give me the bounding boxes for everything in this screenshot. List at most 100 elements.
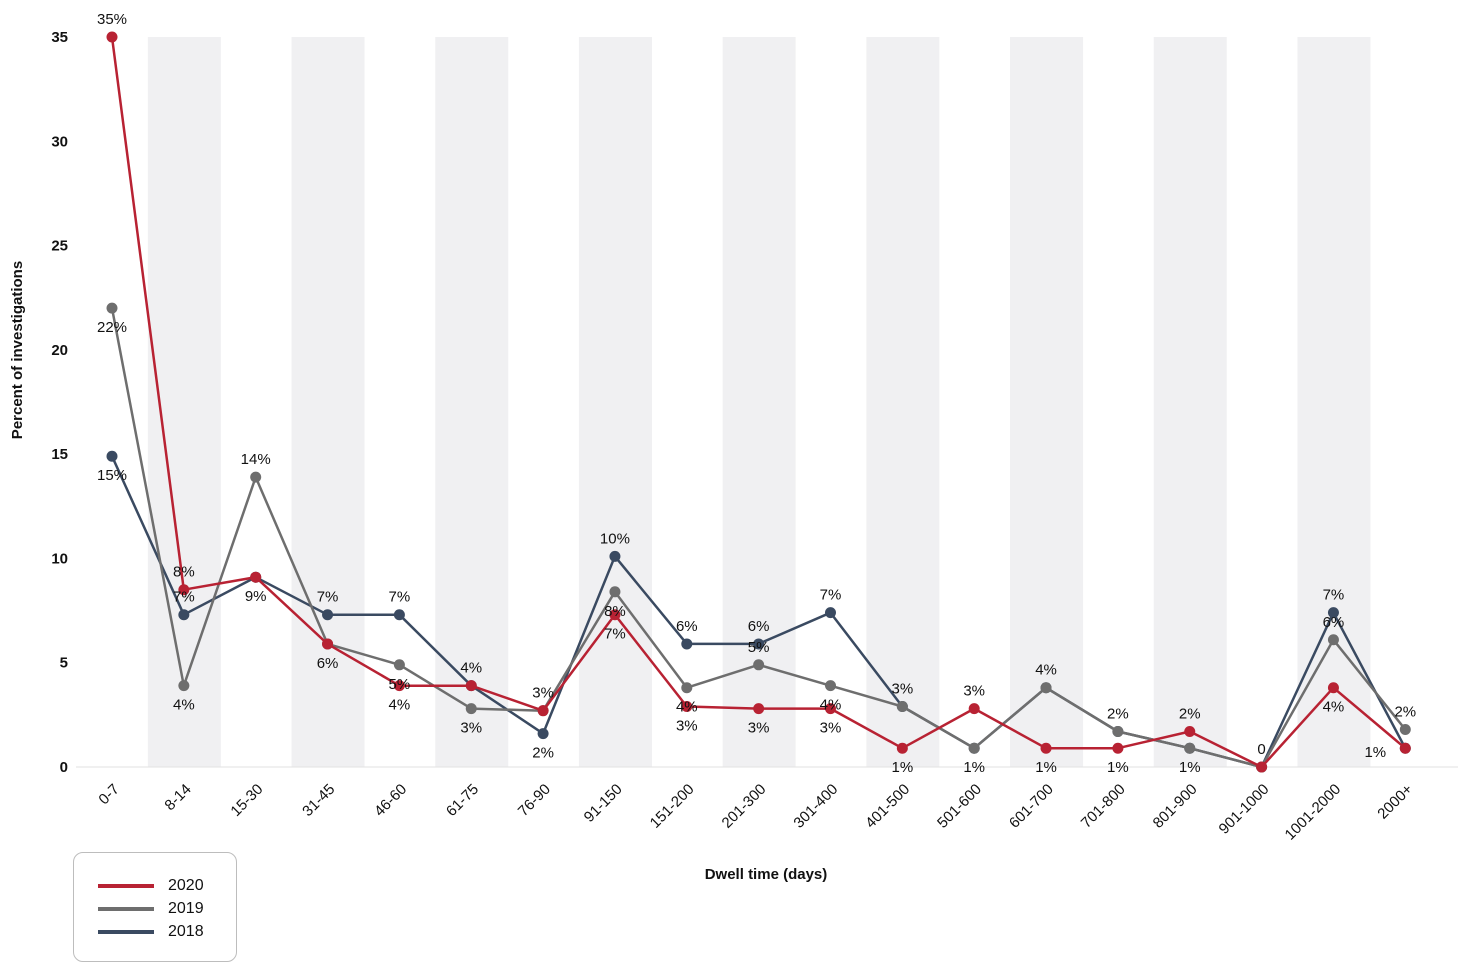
data-label-2020: 3% [963, 683, 985, 700]
y-tick-label: 15 [51, 446, 68, 463]
x-tick-label: 46-60 [371, 781, 410, 820]
data-label-2018: 7% [820, 587, 842, 604]
legend-swatch-2020 [98, 884, 154, 888]
data-label-2019: 1% [963, 759, 985, 776]
data-label-2018: 7% [389, 589, 411, 606]
data-point-2019 [250, 471, 262, 483]
y-tick-label: 0 [60, 759, 68, 776]
x-tick-label: 401-500 [862, 781, 913, 832]
data-label-2018: 6% [748, 618, 770, 635]
data-label-2020: 0 [1257, 741, 1265, 758]
data-point-2020 [1327, 682, 1339, 694]
data-label-2019: 2% [1107, 706, 1129, 723]
data-label-2018: 7% [1323, 587, 1345, 604]
x-tick-label: 31-45 [299, 781, 338, 820]
data-labels: 35% 22% 15% 8% 4% 7% 9% 14% 6% 7% 4% 5% 7% 4% 3% 3% 2% 7%… [97, 11, 1416, 776]
data-point-2020 [753, 703, 765, 715]
data-point-2020 [1184, 726, 1196, 738]
legend-label-2019: 2019 [168, 900, 204, 917]
x-axis: 0-7 8-14 15-30 31-45 46-60 61-75 76-90 91-150 15… [95, 781, 1416, 844]
data-point-2020 [1112, 742, 1124, 754]
background-band [722, 37, 796, 767]
data-point-2019 [1040, 682, 1052, 694]
background-band [1153, 37, 1227, 767]
data-point-2020 [825, 703, 836, 715]
data-point-2019 [896, 701, 908, 713]
data-point-2018 [1327, 607, 1339, 619]
data-label-2019: 2% [1394, 703, 1416, 720]
legend-swatch-2018 [98, 930, 154, 934]
data-label-2019: 4% [676, 699, 698, 716]
legend-item-2020: 2020 [98, 875, 204, 897]
legend-label-2018: 2018 [168, 923, 204, 940]
data-label-2020: 6% [317, 655, 339, 672]
data-label-2020: 4% [389, 697, 411, 714]
data-point-2020 [465, 680, 477, 692]
data-point-2020 [1040, 742, 1052, 754]
x-tick-label: 801-900 [1150, 781, 1201, 832]
data-label-2020: 8% [173, 564, 195, 581]
y-tick-label: 30 [51, 133, 68, 150]
x-tick-label: 0-7 [95, 781, 122, 808]
data-point-2020 [896, 742, 908, 754]
legend-swatch-2019 [98, 907, 154, 911]
x-tick-label: 601-700 [1006, 781, 1057, 832]
data-label-2020: 3% [748, 720, 770, 737]
y-tick-label: 20 [51, 342, 68, 359]
data-label-2019: 1% [1179, 759, 1201, 776]
data-label-2020: 3% [532, 685, 554, 702]
data-label-2020: 4% [1323, 699, 1345, 716]
data-label-2019: 5% [748, 639, 770, 656]
data-point-2019 [968, 742, 980, 754]
data-point-2018 [322, 609, 334, 621]
x-tick-label: 91-150 [581, 781, 626, 826]
data-point-2019 [465, 703, 477, 715]
data-label-2020: 9% [245, 588, 267, 605]
legend-item-2019: 2019 [98, 898, 204, 920]
data-point-2020 [393, 680, 405, 692]
x-tick-label: 501-600 [934, 781, 985, 832]
data-label-2019: 8% [604, 603, 626, 620]
data-point-2019 [825, 680, 836, 692]
x-tick-label: 301-400 [790, 781, 841, 832]
data-point-2018 [825, 607, 836, 619]
y-tick-label: 10 [51, 550, 68, 567]
data-label-2018: 15% [97, 467, 127, 484]
legend-label-2020: 2020 [168, 877, 204, 894]
background-band [1297, 37, 1371, 767]
data-label-2018: 7% [317, 589, 339, 606]
data-label-2020: 1% [1107, 759, 1129, 776]
background-band [866, 37, 940, 767]
data-point-2019 [681, 682, 693, 694]
x-tick-label: 151-200 [647, 781, 698, 832]
data-point-2019 [1184, 742, 1196, 754]
data-point-2020 [322, 638, 334, 650]
x-tick-label: 901-1000 [1216, 781, 1273, 838]
data-label-2019: 5% [389, 676, 411, 693]
data-point-2020 [250, 571, 262, 583]
data-point-2019 [1399, 723, 1411, 735]
x-tick-label: 61-75 [443, 781, 482, 820]
data-label-2019: 4% [1035, 662, 1057, 679]
data-label-2019: 3% [892, 681, 914, 698]
x-axis-title: Dwell time (days) [705, 866, 828, 883]
data-point-2019 [393, 659, 405, 671]
data-label-2020: 1% [1035, 759, 1057, 776]
data-label-2020: 35% [97, 11, 127, 28]
data-point-2019 [1327, 634, 1339, 646]
data-point-2020 [537, 705, 549, 717]
x-tick-label: 1001-2000 [1282, 781, 1345, 844]
data-point-2020 [1256, 761, 1268, 773]
data-point-2019 [1112, 726, 1124, 738]
data-label-2019: 4% [173, 697, 195, 714]
data-point-2019 [609, 586, 621, 598]
data-point-2018 [753, 638, 765, 650]
y-tick-label: 5 [60, 655, 68, 672]
data-point-2020 [178, 584, 190, 596]
data-label-2020: 7% [604, 626, 626, 643]
y-tick-label: 25 [51, 238, 68, 255]
data-label-2020: 1% [892, 759, 914, 776]
background-bands [76, 37, 1458, 768]
background-band [578, 37, 652, 767]
